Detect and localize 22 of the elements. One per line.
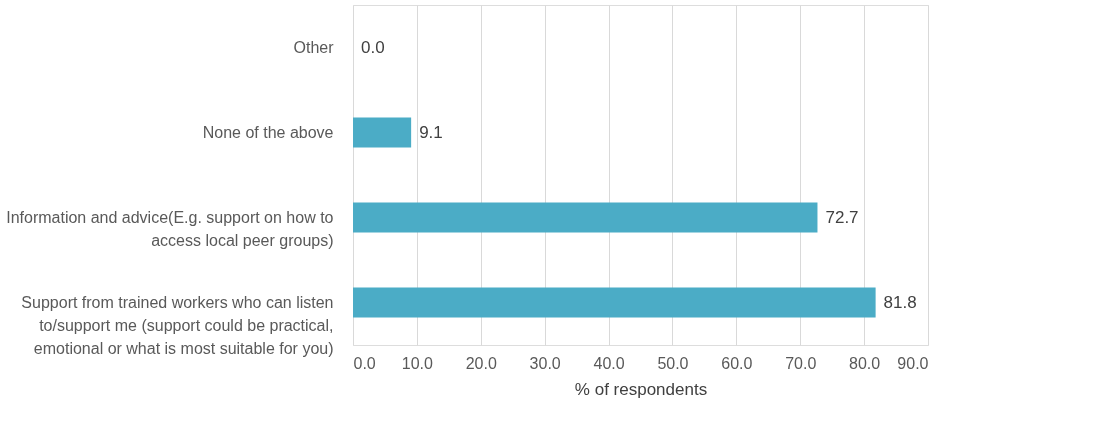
x-tick-label: 0.0 [353,354,376,372]
data-label: 72.7 [825,207,859,227]
data-label: 9.1 [419,122,443,142]
x-tick-label: 20.0 [465,354,497,372]
data-label: 0.0 [361,37,385,57]
x-tick-label: 90.0 [897,354,929,372]
y-tick-label: Information and advice(E.g. support on how to access local peer groups) [6,208,334,249]
y-tick-label: Support from trained workers who can listen to/support me (support could be practical, emotional or what is most suitable for you) [21,293,334,357]
y-tick-label: None of the above [202,123,334,141]
data-label: 81.8 [883,292,917,312]
x-tick-label: 50.0 [657,354,689,372]
x-tick-label: 70.0 [785,354,817,372]
x-tick-label: 30.0 [529,354,561,372]
bar [353,117,412,148]
x-tick-label: 10.0 [401,354,434,372]
bar [353,287,876,318]
x-tick-label: 40.0 [593,354,625,372]
bar [353,202,818,233]
x-tick-label: 60.0 [721,354,753,372]
y-tick-label: Other [293,38,335,56]
x-tick-label: 80.0 [849,354,881,372]
x-axis-title: % of respondents [574,379,708,399]
